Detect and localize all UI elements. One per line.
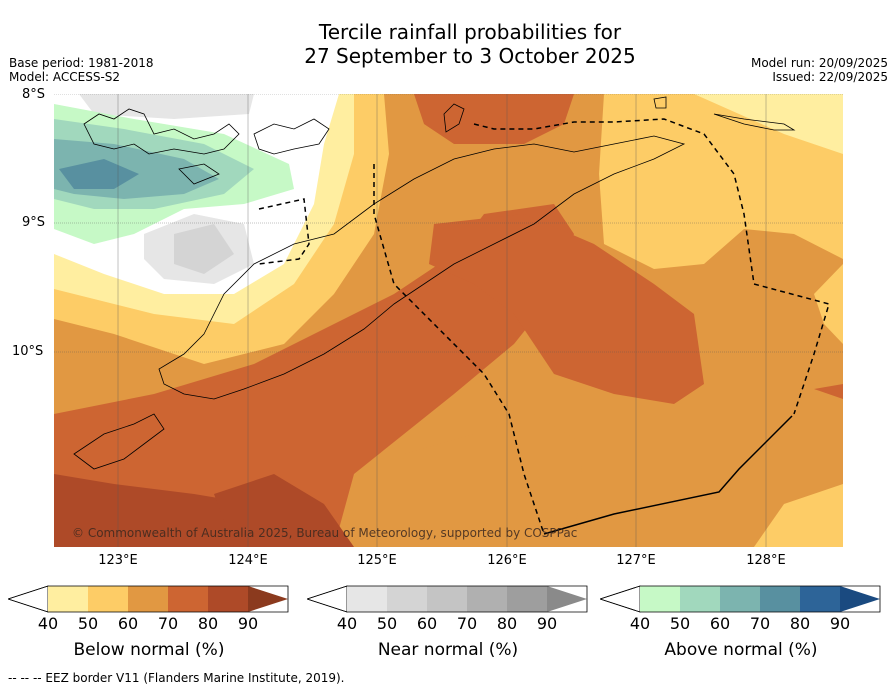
colorbar-near-tick: 80: [496, 614, 518, 633]
below-40-50-region-north-east: [694, 94, 843, 154]
colorbar-below-tick: 80: [197, 614, 219, 633]
colorbar-above-swatch: [800, 586, 840, 612]
lat-label-8s: 8°S: [22, 87, 46, 102]
colorbar-above-tick: 90: [829, 614, 851, 633]
coast-timor: [158, 135, 686, 400]
below-80-90-region-2: [214, 474, 354, 547]
coast-flores: [83, 108, 240, 155]
eez-border-oecusse: [258, 198, 310, 265]
coast-islet-1: [653, 96, 667, 109]
map-title: Tercile rainfall probabilities for 27 Se…: [0, 20, 896, 68]
graticule: [54, 94, 843, 547]
colorbar-above-swatch: [720, 586, 760, 612]
eez-note: -- -- -- EEZ border V11 (Flanders Marine…: [8, 671, 345, 685]
lon-label-128e: 128°E: [746, 553, 786, 568]
colorbar-below-tick: 60: [117, 614, 139, 633]
below-70-80-region-central: [429, 214, 704, 404]
colorbar-above-tick: 50: [669, 614, 691, 633]
colorbar-near-tick: 60: [416, 614, 438, 633]
meta-right: Model run: 20/09/2025 Issued: 22/09/2025: [751, 56, 888, 84]
colorbar-above-min-extend: [600, 585, 641, 613]
coast-rote: [73, 413, 165, 470]
colorbar-above-swatch: [680, 586, 720, 612]
colorbar-near-tick: 40: [336, 614, 358, 633]
eez-border-south: [543, 415, 793, 535]
lon-label-126e: 126°E: [487, 553, 527, 568]
colorbar-near-tick: 70: [456, 614, 478, 633]
lat-label-9s: 9°S: [22, 215, 46, 230]
colorbar-below-tick: 40: [37, 614, 59, 633]
colorbar-near-title: Near normal (%): [377, 640, 519, 660]
above-70-80-region: [59, 159, 139, 189]
issued-date: Issued: 22/09/2025: [772, 70, 888, 84]
below-50-60-region-east: [814, 264, 843, 344]
below-70-80-region-east: [814, 384, 843, 399]
colorbar-above-tick: 40: [629, 614, 651, 633]
colorbar-near: [307, 585, 588, 613]
lon-label-125e: 125°E: [357, 553, 397, 568]
colorbar-near-swatch: [467, 586, 507, 612]
eez-border: [258, 118, 830, 535]
colorbar-below-title: Below normal (%): [73, 640, 225, 660]
colorbar-above: [600, 585, 881, 613]
colorbar-below-swatch: [208, 586, 248, 612]
colorbar-below-max-extend: [248, 586, 288, 612]
lon-label-123e: 123°E: [98, 553, 138, 568]
copyright-notice: © Commonwealth of Australia 2025, Bureau…: [72, 526, 578, 540]
model-name: Model: ACCESS-S2: [9, 70, 121, 84]
below-50-60-region-south-east: [754, 484, 843, 547]
colorbar-near-min-extend: [307, 585, 348, 613]
colorbar-near-outline: [307, 585, 588, 613]
near-50-60-region: [174, 224, 234, 274]
base-period: Base period: 1981-2018: [9, 56, 154, 70]
colorbar-above-tick: 70: [749, 614, 771, 633]
colorbar-below-tick: 50: [77, 614, 99, 633]
colorbar-below-min-extend: [8, 585, 49, 613]
colorbar-above-max-extend: [840, 586, 880, 612]
colorbar-above-tick: 80: [789, 614, 811, 633]
coast-wetar: [713, 113, 796, 131]
coast-sawu: [178, 163, 220, 185]
colorbar-near-swatch: [347, 586, 387, 612]
colorbar-above-title: Above normal (%): [664, 640, 818, 660]
coastlines: [73, 96, 796, 470]
model-run: Model run: 20/09/2025: [750, 56, 888, 70]
colorbar-near-tick: 90: [536, 614, 558, 633]
colorbar-near-swatch: [427, 586, 467, 612]
below-70-80-region-west: [54, 204, 574, 547]
title-line-2: 27 September to 3 October 2025: [304, 44, 636, 68]
below-70-80-region-north: [414, 94, 574, 144]
colorbar-above-swatch: [760, 586, 800, 612]
colorbar-below: [8, 585, 289, 613]
lat-label-10s: 10°S: [12, 344, 44, 359]
colorbar-above-swatch: [640, 586, 680, 612]
rainfall-map: [54, 94, 843, 547]
colorbar-near-tick: 50: [376, 614, 398, 633]
colorbar-above-outline: [600, 585, 881, 613]
meta-left: Base period: 1981-2018 Model: ACCESS-S2: [9, 56, 154, 84]
colorbar-near-max-extend: [547, 586, 587, 612]
colorbar-below-swatch: [88, 586, 128, 612]
colorbar-below-tick: 70: [157, 614, 179, 633]
colorbar-near-swatch: [387, 586, 427, 612]
colorbar-below-swatch: [128, 586, 168, 612]
coast-atauro: [443, 103, 465, 133]
colorbar-below-swatch: [168, 586, 208, 612]
colorbar-below-swatch: [48, 586, 88, 612]
title-line-1: Tercile rainfall probabilities for: [318, 20, 622, 44]
lon-label-127e: 127°E: [616, 553, 656, 568]
colorbar-below-outline: [8, 585, 289, 613]
colorbar-below-tick: 90: [237, 614, 259, 633]
colorbar-above-tick: 60: [709, 614, 731, 633]
colorbar-near-swatch: [507, 586, 547, 612]
lon-label-124e: 124°E: [228, 553, 268, 568]
coast-alor: [253, 118, 330, 155]
eez-border-east: [473, 118, 830, 415]
